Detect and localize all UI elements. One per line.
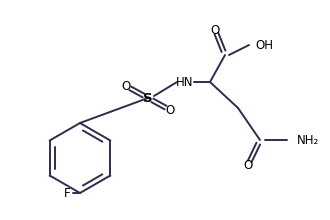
- Text: O: O: [121, 79, 131, 92]
- Text: NH₂: NH₂: [297, 134, 319, 147]
- Text: S: S: [143, 92, 153, 104]
- Text: HN: HN: [176, 75, 194, 88]
- Text: O: O: [211, 24, 220, 37]
- Text: OH: OH: [255, 38, 273, 51]
- Text: F: F: [64, 187, 70, 200]
- Text: O: O: [165, 103, 175, 117]
- Text: O: O: [244, 158, 253, 172]
